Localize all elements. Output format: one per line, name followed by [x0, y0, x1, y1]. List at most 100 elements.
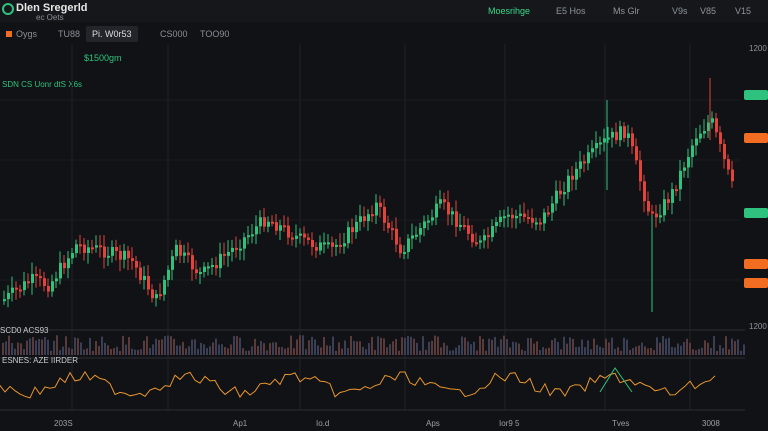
candle-body: [195, 269, 198, 274]
volume-bar: [494, 336, 496, 355]
volume-bar: [638, 345, 640, 355]
volume-bar: [740, 350, 742, 355]
volume-bar: [227, 348, 229, 355]
candle-body: [379, 202, 382, 207]
candle-body: [495, 222, 498, 227]
volume-bar: [305, 349, 307, 355]
volume-bar: [395, 338, 397, 355]
toolbar-item-v2[interactable]: V85: [700, 6, 717, 16]
candle-body: [563, 192, 566, 195]
toolbar-item-v3[interactable]: V15: [735, 6, 752, 16]
volume-bar: [272, 342, 274, 355]
candlestick-series: [3, 78, 734, 312]
volume-bar: [200, 342, 202, 355]
candle-body: [23, 281, 26, 291]
volume-bar: [620, 350, 622, 355]
volume-bar: [557, 342, 559, 355]
candle-body: [123, 250, 126, 260]
volume-bar: [596, 344, 598, 355]
candle-body: [599, 142, 602, 145]
candle-body: [131, 258, 134, 261]
volume-bar: [455, 347, 457, 355]
toolbar-item-indicators[interactable]: Moesrihge: [488, 6, 531, 16]
volume-bar: [734, 341, 736, 355]
candle-body: [451, 211, 454, 215]
volume-bar: [692, 349, 694, 355]
candle-body: [551, 203, 554, 213]
tab-too90[interactable]: TOO90: [200, 29, 230, 39]
volume-bar: [512, 341, 514, 355]
volume-bar: [428, 341, 430, 355]
volume-bar: [107, 345, 109, 355]
candle-body: [395, 228, 398, 245]
volume-bar: [128, 337, 130, 355]
volume-bar: [362, 346, 364, 355]
candle-body: [583, 161, 586, 164]
volume-bar: [275, 342, 277, 355]
candle-body: [391, 228, 394, 231]
volume-bar: [536, 341, 538, 355]
candle-body: [235, 247, 238, 250]
volume-bar: [38, 338, 40, 355]
volume-bar: [197, 348, 199, 355]
volume-bar: [53, 340, 55, 355]
indicator-legend: SDN CS Uonr dtS X6s: [2, 80, 83, 89]
volume-bar: [716, 350, 718, 355]
volume-bar: [242, 348, 244, 355]
candle-body: [119, 251, 122, 260]
volume-bar: [80, 342, 82, 355]
candle-body: [315, 247, 318, 251]
candle-body: [275, 222, 278, 231]
volume-bar: [149, 348, 151, 355]
volume-bar: [203, 344, 205, 355]
candle-body: [595, 143, 598, 149]
price-tag-high: [744, 90, 768, 100]
candle-body: [171, 256, 174, 270]
candle-body: [111, 247, 114, 256]
tab-oygs[interactable]: Oygs: [0, 26, 43, 42]
candle-body: [419, 228, 422, 235]
candle-body: [311, 239, 314, 248]
volume-bar: [473, 341, 475, 355]
candle-body: [371, 214, 374, 217]
candle-body: [459, 224, 462, 227]
volume-bar: [122, 335, 124, 355]
candle-body: [187, 252, 190, 256]
candle-body: [143, 275, 146, 280]
candle-body: [403, 252, 406, 255]
volume-bar: [359, 341, 361, 355]
candle-body: [435, 203, 438, 218]
symbol-title[interactable]: Dlen Sregerld: [16, 2, 88, 14]
volume-bar: [95, 341, 97, 355]
toolbar-item-exchange[interactable]: E5 Hos: [556, 6, 586, 16]
volume-bar: [434, 335, 436, 355]
volume-bar: [56, 335, 58, 355]
candle-body: [491, 226, 494, 238]
volume-bar: [167, 335, 169, 355]
volume-bar: [467, 341, 469, 355]
volume-bar: [383, 338, 385, 355]
volume-bar: [698, 348, 700, 355]
tab-active-symbol[interactable]: Pi. W0r53: [86, 26, 138, 42]
tab-tu88[interactable]: TU88: [58, 29, 81, 39]
candle-body: [547, 212, 550, 215]
volume-bar: [728, 349, 730, 355]
volume-bar: [419, 350, 421, 355]
candle-body: [659, 215, 662, 218]
tab-cs000[interactable]: CS000: [160, 29, 188, 39]
volume-bar: [410, 336, 412, 355]
toolbar-item-market[interactable]: Ms Glr: [613, 6, 640, 16]
volume-bar: [284, 348, 286, 355]
volume-bar: [293, 348, 295, 355]
candle-body: [387, 222, 390, 229]
volume-bar: [629, 349, 631, 355]
candle-body: [339, 244, 342, 247]
volume-bar: [35, 340, 37, 355]
volume-bar: [449, 350, 451, 355]
volume-bar: [302, 335, 304, 355]
toolbar-item-v1[interactable]: V9s: [672, 6, 688, 16]
volume-bar: [176, 345, 178, 355]
candle-body: [351, 227, 354, 233]
candle-body: [399, 244, 402, 254]
